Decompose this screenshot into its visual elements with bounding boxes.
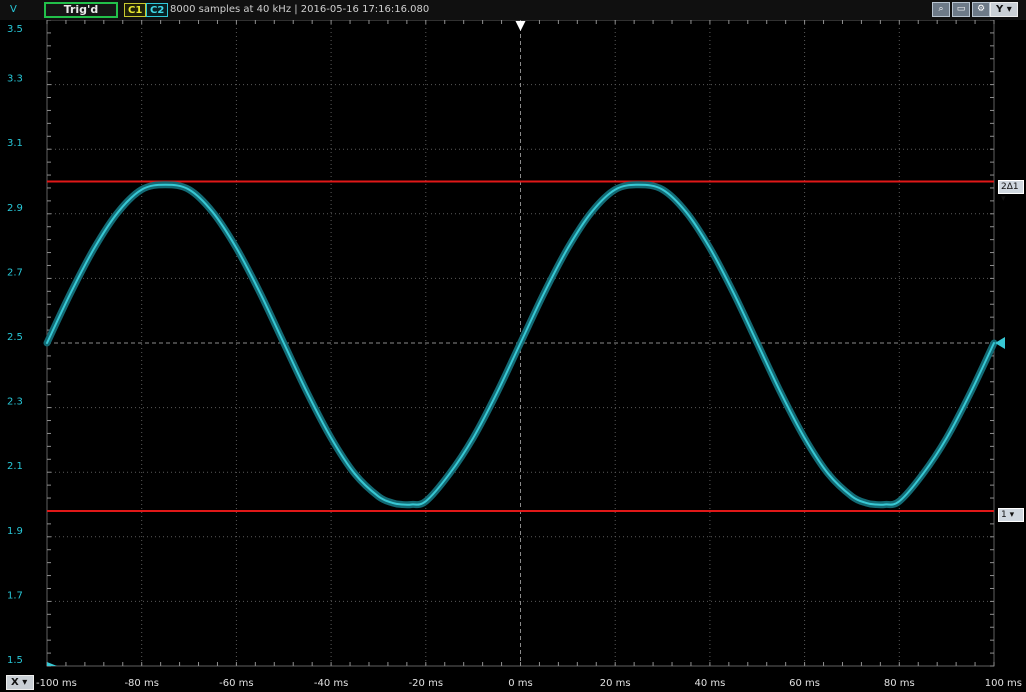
- y-tick-label: 1.5: [7, 655, 23, 666]
- x-tick-label: 80 ms: [884, 678, 915, 689]
- y-tick-label: 2.7: [7, 267, 23, 278]
- x-tick-label: 40 ms: [694, 678, 725, 689]
- y-tick-label: 1.9: [7, 526, 23, 537]
- y-axis-menu-label: Y: [996, 4, 1004, 15]
- y-tick-label: 2.3: [7, 397, 23, 408]
- cursor-tag-upper[interactable]: 2Δ1 ▾: [998, 180, 1024, 204]
- y-tick-label: 3.5: [7, 24, 23, 35]
- channel-1-toggle[interactable]: C1: [124, 3, 147, 17]
- ground-marker-icon: [47, 662, 57, 666]
- zoom-icon[interactable]: ⌕: [932, 2, 950, 17]
- settings-icon[interactable]: ⚙: [972, 2, 990, 17]
- toolbar: V Trig'd C1 C2 8000 samples at 40 kHz | …: [0, 0, 1026, 20]
- x-tick-label: -60 ms: [219, 678, 253, 689]
- acquisition-info: 8000 samples at 40 kHz | 2016-05-16 17:1…: [170, 4, 430, 15]
- trigger-marker-icon: [515, 21, 526, 31]
- y-unit-label: V: [10, 4, 17, 15]
- x-tick-label: -80 ms: [124, 678, 158, 689]
- x-axis-menu-label: X: [11, 677, 19, 688]
- x-tick-label: 0 ms: [508, 678, 533, 689]
- y-tick-label: 2.9: [7, 203, 23, 214]
- x-axis-menu-button[interactable]: X ▾: [6, 675, 34, 690]
- y-tick-label: 2.5: [7, 332, 23, 343]
- cursor-tag-upper-label: 2Δ1: [1001, 182, 1019, 192]
- cursor-tag-lower-label: 1: [1001, 510, 1007, 520]
- x-tick-label: 100 ms: [985, 678, 1022, 689]
- y-tick-label: 2.1: [7, 461, 23, 472]
- signal-trace: [46, 183, 995, 506]
- trigger-status-badge[interactable]: Trig'd: [44, 2, 118, 18]
- y-tick-label: 3.1: [7, 138, 23, 149]
- x-tick-label: -100 ms: [36, 678, 77, 689]
- y-axis-menu-button[interactable]: Y ▾: [990, 2, 1018, 17]
- x-tick-label: 20 ms: [600, 678, 631, 689]
- fit-icon[interactable]: ▭: [952, 2, 970, 17]
- y-tick-label: 1.7: [7, 590, 23, 601]
- channel-2-toggle[interactable]: C2: [146, 3, 169, 17]
- x-tick-label: -40 ms: [314, 678, 348, 689]
- cursor-tag-lower[interactable]: 1 ▾: [998, 508, 1024, 522]
- x-tick-label: -20 ms: [409, 678, 443, 689]
- x-tick-label: 60 ms: [789, 678, 820, 689]
- y-tick-label: 3.3: [7, 74, 23, 85]
- trigger-level-marker-icon: [995, 337, 1005, 349]
